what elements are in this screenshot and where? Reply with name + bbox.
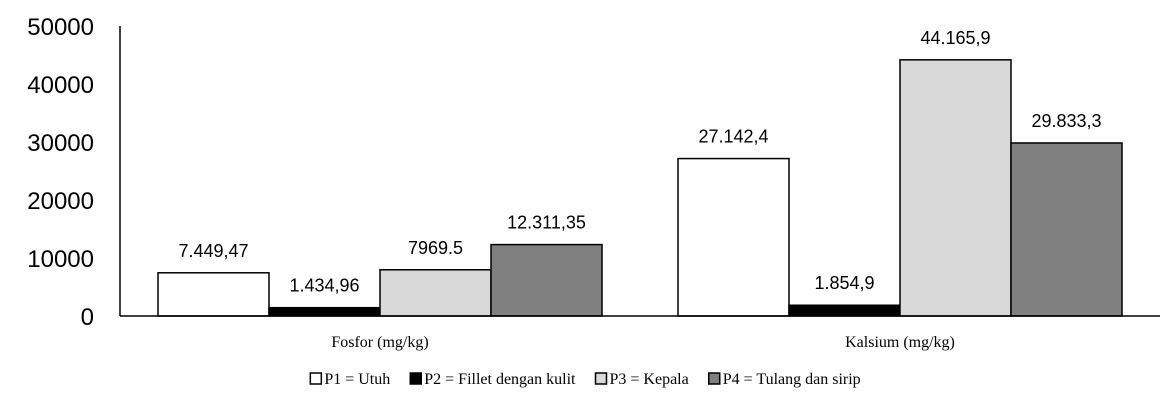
bars (157, 59, 1123, 317)
y-tick-label: 40000 (27, 72, 94, 99)
legend-swatch (409, 372, 422, 385)
y-axis-ticks: 0 10000 20000 30000 40000 50000 (27, 14, 94, 331)
y-tick-label: 30000 (27, 130, 94, 157)
y-tick-label: 10000 (27, 246, 94, 273)
legend-label: P2 = Fillet dengan kulit (424, 371, 576, 388)
data-label: 12.311,35 (507, 213, 586, 233)
bar (490, 243, 603, 317)
bar (899, 59, 1012, 317)
y-tick-label: 0 (81, 304, 94, 331)
x-category-label: Kalsium (mg/kg) (845, 334, 955, 351)
legend-label: P3 = Kepala (610, 371, 689, 388)
y-tick-label: 50000 (27, 14, 94, 41)
data-label: 7969.5 (408, 238, 463, 258)
legend: P1 = Utuh P2 = Fillet dengan kulit P3 = Ke… (309, 371, 861, 388)
legend-swatch (707, 372, 721, 385)
x-axis-categories: Fosfor (mg/kg) Kalsium (mg/kg) (331, 334, 955, 351)
data-label: 29.833,3 (1031, 111, 1101, 131)
data-label: 1.854,9 (814, 273, 874, 293)
x-category-label: Fosfor (mg/kg) (331, 334, 428, 351)
legend-label: P4 = Tulang dan sirip (723, 371, 861, 388)
data-label: 7.449,47 (178, 241, 248, 261)
bar (379, 269, 492, 317)
bar (268, 306, 381, 317)
legend-swatch (594, 372, 608, 385)
bar (677, 157, 790, 317)
y-tick-label: 20000 (27, 188, 94, 215)
legend-swatch (309, 372, 323, 385)
bar (157, 272, 270, 317)
data-label: 27.142,4 (698, 127, 768, 147)
data-label: 44.165,9 (920, 28, 990, 48)
legend-label: P1 = Utuh (324, 371, 390, 388)
data-label: 1.434,96 (289, 276, 359, 296)
bar (1010, 142, 1123, 317)
bar (788, 304, 901, 317)
data-labels: 7.449,47 1.434,96 7969.5 12.311,35 27.142,4 1… (178, 28, 1101, 296)
